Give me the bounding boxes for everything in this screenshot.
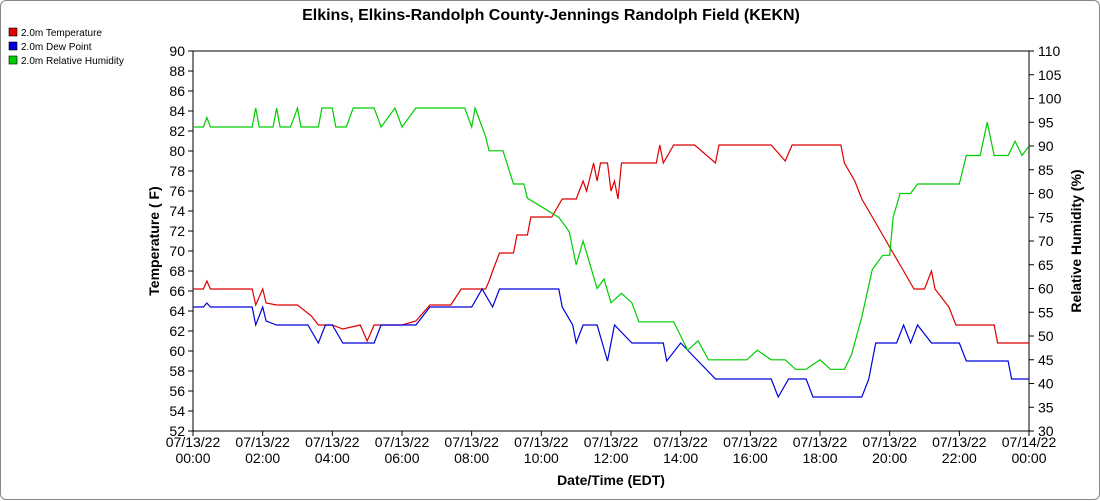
y-tick-label: 66 — [169, 283, 185, 299]
x-tick-label-date: 07/14/22 — [1002, 434, 1057, 450]
x-axis: 07/13/2200:0007/13/2202:0007/13/2204:000… — [166, 431, 1057, 466]
legend: 2.0m Temperature 2.0m Dew Point 2.0m Relat… — [8, 27, 124, 67]
y-axis-label: Temperature ( F) — [146, 186, 162, 295]
y-tick-label: 82 — [169, 123, 185, 139]
x-tick-label-time: 08:00 — [454, 450, 489, 466]
y-tick-label: 88 — [169, 63, 185, 79]
y2-tick-label: 55 — [1038, 304, 1054, 320]
y2-tick-label: 45 — [1038, 352, 1054, 368]
y-tick-label: 84 — [169, 103, 185, 119]
plot-area — [192, 50, 1030, 432]
y2-axis-label: Relative Humidity (%) — [1068, 169, 1084, 312]
y-tick-label: 52 — [169, 423, 185, 439]
x-tick-label-time: 16:00 — [733, 450, 768, 466]
y2-tick-label: 85 — [1038, 162, 1054, 178]
legend-label: 2.0m Relative Humidity — [21, 56, 124, 67]
y-tick-label: 70 — [169, 243, 185, 259]
y-tick-label: 74 — [169, 203, 185, 219]
legend-label: 2.0m Temperature — [21, 28, 102, 39]
y2-tick-label: 40 — [1038, 376, 1054, 392]
y-tick-label: 80 — [169, 143, 185, 159]
y2-tick-label: 35 — [1038, 399, 1054, 415]
x-tick-label-time: 22:00 — [942, 450, 977, 466]
x-tick-label-date: 07/13/22 — [723, 434, 778, 450]
x-tick-label-date: 07/13/22 — [653, 434, 708, 450]
y-tick-label: 72 — [169, 223, 185, 239]
y2-tick-label: 90 — [1038, 138, 1054, 154]
x-tick-label-date: 07/13/22 — [862, 434, 917, 450]
series-line-2-0m-relative-humidity — [193, 105, 1030, 370]
y2-tick-label: 105 — [1038, 67, 1062, 83]
x-tick-label-time: 18:00 — [802, 450, 837, 466]
y2-tick-label: 50 — [1038, 328, 1054, 344]
y-tick-label: 90 — [169, 43, 185, 59]
legend-swatch — [8, 27, 18, 37]
y-tick-label: 58 — [169, 363, 185, 379]
series-line-2-0m-dew-point — [193, 287, 1029, 399]
x-tick-label-time: 00:00 — [1011, 450, 1046, 466]
x-tick-label-date: 07/13/22 — [305, 434, 360, 450]
y2-tick-label: 60 — [1038, 281, 1054, 297]
y-tick-label: 64 — [169, 303, 185, 319]
series-lines — [193, 105, 1030, 399]
x-tick-label-time: 06:00 — [384, 450, 419, 466]
x-tick-label-time: 04:00 — [315, 450, 350, 466]
y2-tick-label: 30 — [1038, 423, 1054, 439]
x-tick-label-time: 20:00 — [872, 450, 907, 466]
x-tick-label-time: 02:00 — [245, 450, 280, 466]
x-tick-label-date: 07/13/22 — [235, 434, 290, 450]
y2-tick-label: 75 — [1038, 209, 1054, 225]
y2-tick-label: 95 — [1038, 114, 1054, 130]
x-tick-label-date: 07/13/22 — [932, 434, 987, 450]
y2-tick-label: 100 — [1038, 91, 1062, 107]
series-line-2-0m-temperature — [193, 144, 1029, 344]
y-axis-left: 52 54 56 58 60 62 64 66 68 70 72 74 76 78 80 82 84 86 88 90 — [169, 43, 193, 439]
x-tick-label-date: 07/13/22 — [514, 434, 569, 450]
y-tick-label: 86 — [169, 83, 185, 99]
x-tick-label-date: 07/13/22 — [793, 434, 848, 450]
y-axis-right: 30 35 40 45 50 55 60 65 70 75 80 85 90 95 100 105 110 — [1029, 43, 1062, 439]
y2-tick-label: 65 — [1038, 257, 1054, 273]
legend-label: 2.0m Dew Point — [21, 42, 92, 53]
chart-title: Elkins, Elkins-Randolph County-Jennings … — [302, 7, 800, 24]
x-tick-label-date: 07/13/22 — [444, 434, 499, 450]
y-tick-label: 62 — [169, 323, 185, 339]
y2-tick-label: 80 — [1038, 186, 1054, 202]
x-tick-label-time: 00:00 — [175, 450, 210, 466]
y-tick-label: 56 — [169, 383, 185, 399]
y-tick-label: 78 — [169, 163, 185, 179]
legend-swatch — [8, 55, 18, 65]
y2-tick-label: 110 — [1038, 43, 1061, 59]
y-tick-label: 54 — [169, 403, 185, 419]
x-tick-label-time: 14:00 — [663, 450, 698, 466]
y-tick-label: 76 — [169, 183, 185, 199]
x-tick-label-date: 07/13/22 — [584, 434, 639, 450]
x-axis-label: Date/Time (EDT) — [557, 472, 665, 488]
y2-tick-label: 70 — [1038, 233, 1054, 249]
legend-swatch — [8, 41, 18, 51]
y-tick-label: 60 — [169, 343, 185, 359]
x-tick-label-date: 07/13/22 — [166, 434, 221, 450]
y-tick-label: 68 — [169, 263, 185, 279]
x-tick-label-time: 12:00 — [593, 450, 628, 466]
x-tick-label-time: 10:00 — [524, 450, 559, 466]
x-tick-label-date: 07/13/22 — [375, 434, 430, 450]
